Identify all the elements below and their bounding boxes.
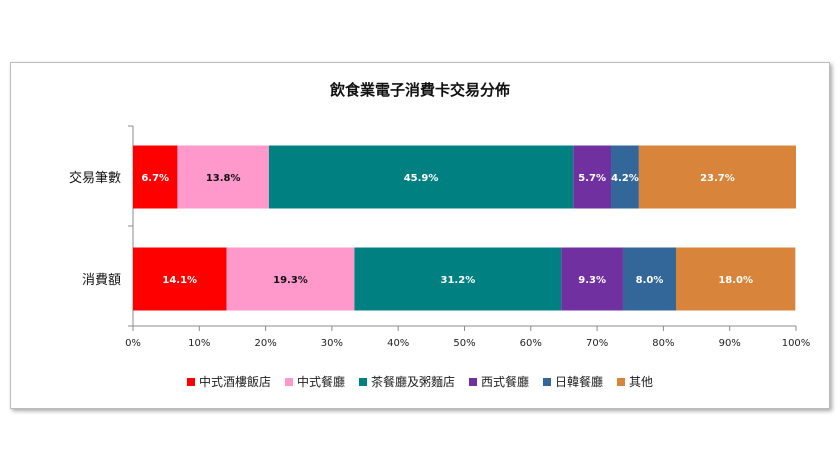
stacked-bar-chart: 0% 10% 20% 30% 40% 50% 60% 70% 80% 90% 100% 交易筆數消費額… (69, 125, 811, 349)
x-tick-label: 50% (453, 338, 475, 349)
legend-label: 茶餐廳及粥麵店 (370, 375, 455, 389)
x-tick-label: 80% (652, 338, 674, 349)
bar-segment (611, 145, 639, 209)
legend-swatch (284, 377, 293, 386)
bar-segment (268, 145, 574, 209)
data-label: 18.0% (718, 275, 753, 286)
legend-swatch (543, 377, 552, 386)
category-label: 消費額 (82, 273, 121, 288)
legend-label: 中式餐廳 (296, 375, 345, 389)
legend-label: 日韓餐廳 (555, 375, 604, 389)
bar-segment (177, 145, 269, 209)
bar-segment (133, 145, 178, 209)
bar-segment (638, 145, 796, 209)
bar-segment (675, 247, 796, 311)
data-label: 14.1% (162, 275, 197, 286)
legend-item: 中式餐廳 (284, 373, 345, 390)
x-tick-label: 70% (586, 338, 608, 349)
bar-segment (354, 247, 562, 311)
bar-segment (133, 247, 227, 311)
legend-label: 其他 (629, 375, 654, 389)
data-label: 13.8% (206, 173, 241, 184)
data-label: 19.3% (273, 275, 308, 286)
legend-swatch (617, 377, 626, 386)
bar-segment (622, 247, 676, 311)
data-label: 8.0% (636, 275, 664, 286)
chart-legend: 中式酒樓飯店 中式餐廳 茶餐廳及粥麵店 西式餐廳 日韓餐廳 其他 (11, 373, 829, 390)
category-label: 交易筆數 (69, 170, 121, 186)
data-label: 23.7% (700, 173, 735, 184)
x-tick-label: 10% (188, 338, 210, 349)
legend-item: 茶餐廳及粥麵店 (358, 373, 455, 390)
legend-label: 中式酒樓飯店 (198, 375, 271, 389)
legend-item: 西式餐廳 (469, 373, 529, 390)
data-label: 9.3% (578, 275, 606, 286)
legend-item: 其他 (617, 373, 653, 390)
chart-title: 飲食業電子消費卡交易分佈 (329, 81, 510, 99)
bar-segment (226, 247, 355, 311)
bar-segment (573, 145, 612, 209)
x-tick-label: 40% (387, 338, 409, 349)
x-tick-label: 100% (782, 338, 811, 349)
data-label: 45.9% (404, 173, 439, 184)
legend-swatch (186, 377, 195, 386)
legend-swatch (358, 377, 367, 386)
x-tick-label: 20% (254, 338, 276, 349)
data-label: 31.2% (441, 275, 476, 286)
legend-item: 日韓餐廳 (543, 373, 603, 390)
data-label: 5.7% (578, 173, 606, 184)
data-label: 6.7% (141, 173, 169, 184)
legend-item: 中式酒樓飯店 (186, 373, 271, 390)
legend-swatch (469, 377, 477, 386)
data-label: 4.2% (611, 173, 639, 184)
bar-segment (561, 247, 623, 311)
x-tick-label: 90% (719, 338, 741, 349)
x-tick-label: 0% (125, 338, 141, 349)
chart-frame: 飲食業電子消費卡交易分佈 0% 10% 20% 30% 40% 50% 60% 70% 80% 9… (10, 62, 830, 409)
x-tick-label: 60% (520, 338, 542, 349)
legend-label: 西式餐廳 (481, 375, 530, 389)
x-tick-label: 30% (321, 338, 343, 349)
